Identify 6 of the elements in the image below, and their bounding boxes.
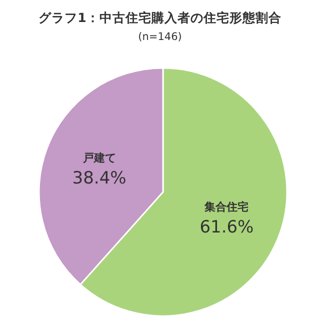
slice-label: 集合住宅 [204, 200, 249, 214]
data-label: 38.4% [72, 168, 126, 189]
chart-subtitle: (n=146) [138, 31, 182, 43]
chart-title: グラフ1：中古住宅購入者の住宅形態割合 [38, 10, 282, 25]
slice-label: 戸建て [82, 152, 116, 165]
data-label: 61.6% [200, 217, 254, 238]
